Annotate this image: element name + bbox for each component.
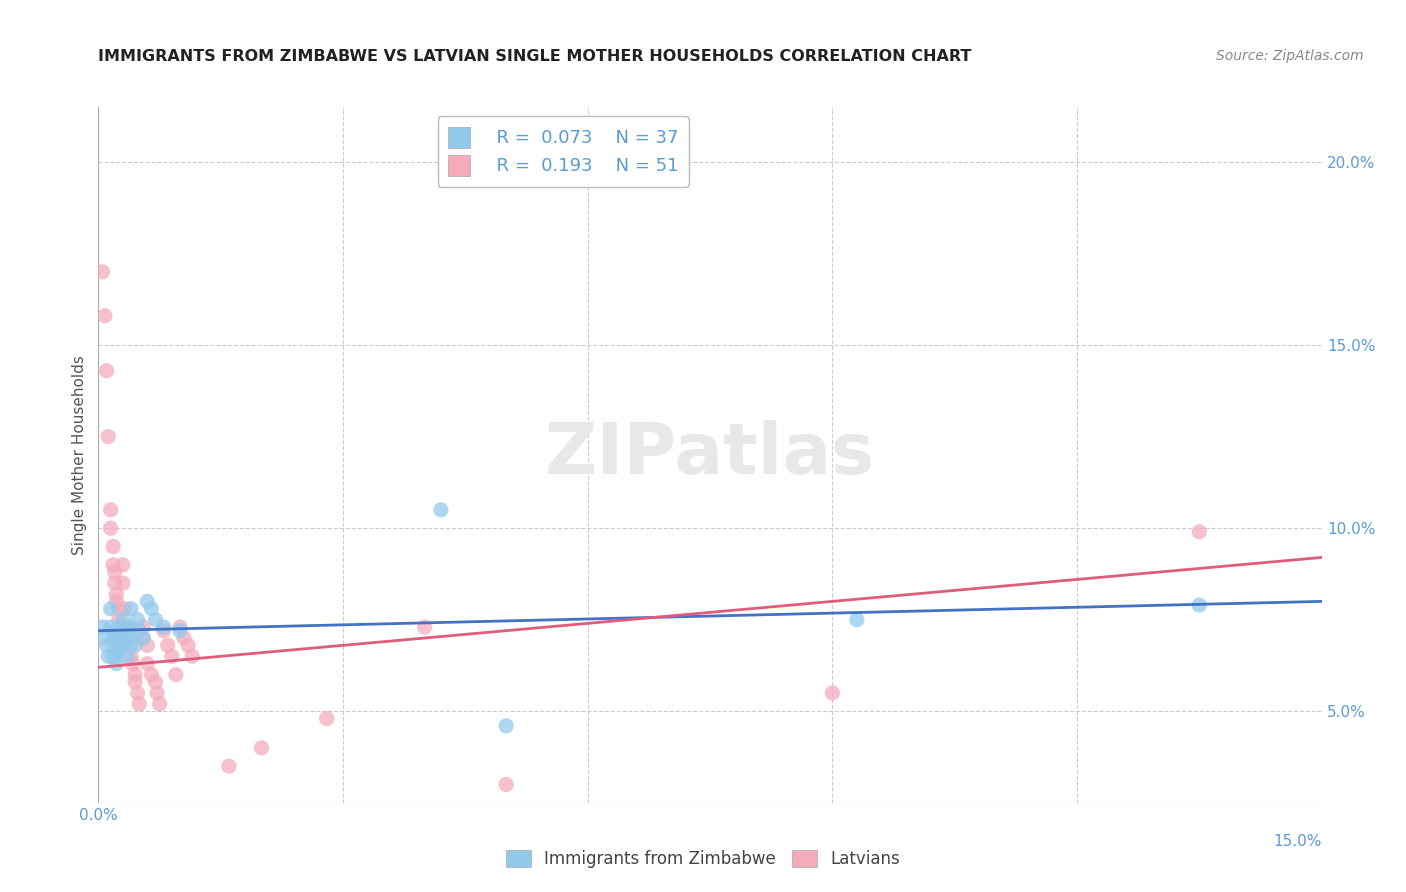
Point — [218, 759, 240, 773]
Legend:   R =  0.073    N = 37,   R =  0.193    N = 51: R = 0.073 N = 37, R = 0.193 N = 51 — [437, 116, 689, 186]
Point — [821, 686, 844, 700]
Point — [104, 565, 127, 579]
Point — [111, 558, 134, 572]
Point — [105, 594, 128, 608]
Point — [120, 649, 142, 664]
Point — [118, 624, 141, 638]
Point — [128, 697, 150, 711]
Point — [169, 624, 191, 638]
Point — [100, 521, 122, 535]
Point — [91, 620, 114, 634]
Point — [250, 740, 273, 755]
Point — [136, 594, 159, 608]
Point — [108, 631, 131, 645]
Point — [315, 712, 337, 726]
Point — [1188, 524, 1211, 539]
Point — [845, 613, 868, 627]
Point — [141, 601, 163, 615]
Text: Source: ZipAtlas.com: Source: ZipAtlas.com — [1216, 49, 1364, 63]
Point — [132, 631, 155, 645]
Point — [101, 631, 124, 645]
Point — [100, 601, 122, 615]
Point — [160, 649, 183, 664]
Point — [430, 503, 453, 517]
Text: IMMIGRANTS FROM ZIMBABWE VS LATVIAN SINGLE MOTHER HOUSEHOLDS CORRELATION CHART: IMMIGRANTS FROM ZIMBABWE VS LATVIAN SING… — [98, 49, 972, 64]
Point — [156, 638, 179, 652]
Point — [101, 558, 124, 572]
Point — [105, 587, 128, 601]
Point — [91, 265, 114, 279]
Point — [120, 638, 142, 652]
Point — [145, 675, 167, 690]
Point — [141, 667, 163, 681]
Point — [149, 697, 172, 711]
Point — [114, 638, 136, 652]
Point — [111, 631, 134, 645]
Point — [108, 601, 131, 615]
Point — [146, 686, 169, 700]
Point — [108, 642, 131, 657]
Point — [94, 631, 117, 645]
Point — [124, 675, 146, 690]
Text: ZIPatlas: ZIPatlas — [546, 420, 875, 490]
Point — [97, 429, 120, 443]
Point — [132, 620, 155, 634]
Point — [177, 638, 200, 652]
Point — [124, 638, 146, 652]
Point — [495, 719, 517, 733]
Point — [115, 649, 138, 664]
Point — [128, 624, 150, 638]
Point — [413, 620, 436, 634]
Point — [115, 620, 138, 634]
Point — [127, 686, 149, 700]
Point — [110, 631, 132, 645]
Point — [152, 620, 174, 634]
Point — [108, 613, 131, 627]
Point — [96, 638, 118, 652]
Point — [110, 620, 132, 634]
Point — [165, 667, 187, 681]
Point — [1188, 598, 1211, 612]
Point — [105, 657, 128, 671]
Point — [110, 620, 132, 634]
Point — [111, 613, 134, 627]
Point — [105, 649, 128, 664]
Point — [121, 631, 143, 645]
Point — [111, 576, 134, 591]
Point — [181, 649, 204, 664]
Point — [169, 620, 191, 634]
Point — [104, 576, 127, 591]
Point — [100, 503, 122, 517]
Point — [96, 364, 118, 378]
Point — [101, 540, 124, 554]
Point — [110, 638, 132, 652]
Point — [100, 620, 122, 634]
Point — [495, 777, 517, 791]
Point — [132, 631, 155, 645]
Text: 15.0%: 15.0% — [1274, 834, 1322, 849]
Point — [114, 601, 136, 615]
Point — [121, 657, 143, 671]
Point — [136, 638, 159, 652]
Point — [118, 631, 141, 645]
Point — [136, 657, 159, 671]
Point — [145, 613, 167, 627]
Point — [94, 309, 117, 323]
Point — [104, 624, 127, 638]
Point — [173, 631, 195, 645]
Y-axis label: Single Mother Households: Single Mother Households — [72, 355, 87, 555]
Point — [120, 601, 142, 615]
Point — [101, 649, 124, 664]
Point — [127, 613, 149, 627]
Point — [120, 620, 142, 634]
Point — [124, 667, 146, 681]
Point — [104, 638, 127, 652]
Point — [152, 624, 174, 638]
Point — [97, 649, 120, 664]
Legend: Immigrants from Zimbabwe, Latvians: Immigrants from Zimbabwe, Latvians — [499, 843, 907, 875]
